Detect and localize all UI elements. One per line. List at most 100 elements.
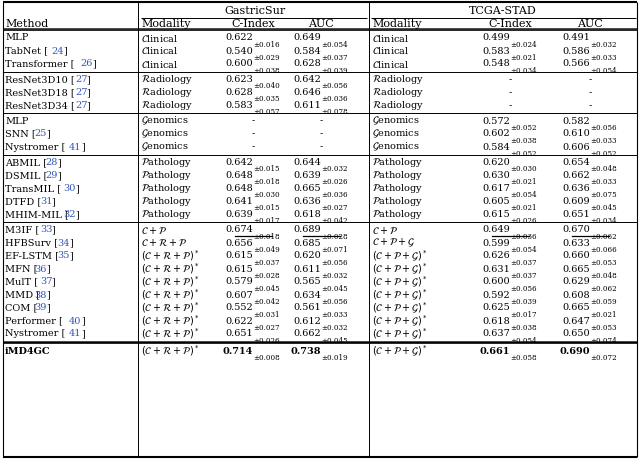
- Text: ±0.062: ±0.062: [590, 233, 616, 241]
- Text: $\mathcal{C}$linical: $\mathcal{C}$linical: [141, 45, 179, 56]
- Text: 0.662: 0.662: [293, 330, 321, 338]
- Text: Transformer [: Transformer [: [5, 60, 74, 68]
- Text: 0.600: 0.600: [483, 278, 510, 286]
- Text: 0.606: 0.606: [563, 142, 590, 151]
- Text: ±0.038: ±0.038: [253, 67, 280, 75]
- Text: Modality: Modality: [141, 19, 191, 29]
- Text: Modality: Modality: [372, 19, 422, 29]
- Text: ±0.021: ±0.021: [510, 204, 536, 213]
- Text: 0.690: 0.690: [559, 347, 590, 356]
- Text: ±0.038: ±0.038: [510, 324, 536, 332]
- Text: ]: ]: [52, 225, 56, 235]
- Text: ±0.075: ±0.075: [590, 191, 616, 199]
- Text: ±0.026: ±0.026: [510, 217, 536, 225]
- Text: 25: 25: [34, 129, 47, 139]
- Text: ±0.056: ±0.056: [321, 82, 348, 90]
- Text: ±0.028: ±0.028: [253, 272, 280, 280]
- Text: 0.612: 0.612: [293, 317, 321, 325]
- Text: 37: 37: [40, 278, 52, 286]
- Text: $\mathcal{G}$enomics: $\mathcal{G}$enomics: [141, 141, 189, 153]
- Text: 0.649: 0.649: [293, 34, 321, 43]
- Text: ±0.018: ±0.018: [253, 233, 280, 241]
- Text: ±0.033: ±0.033: [321, 311, 348, 319]
- Text: $\mathcal{C}$linical: $\mathcal{C}$linical: [141, 58, 179, 69]
- Text: 0.648: 0.648: [225, 184, 253, 193]
- Text: -: -: [508, 88, 511, 97]
- Text: -: -: [252, 117, 255, 125]
- Text: $\mathcal{R}$adiology: $\mathcal{R}$adiology: [141, 86, 193, 99]
- Text: 0.623: 0.623: [225, 75, 253, 84]
- Text: $\mathcal{C} + \mathcal{P}$: $\mathcal{C} + \mathcal{P}$: [372, 224, 398, 235]
- Text: $\mathcal{P}$athology: $\mathcal{P}$athology: [141, 169, 192, 182]
- Text: $(\mathcal{C} + \mathcal{P} + \mathcal{G})^*$: $(\mathcal{C} + \mathcal{P} + \mathcal{G…: [372, 301, 428, 315]
- Text: 0.610: 0.610: [563, 129, 590, 139]
- Text: 0.620: 0.620: [293, 252, 321, 261]
- Text: 0.618: 0.618: [293, 210, 321, 219]
- Text: 0.636: 0.636: [293, 197, 321, 206]
- Text: 0.647: 0.647: [562, 317, 590, 325]
- Text: ±0.039: ±0.039: [510, 298, 536, 306]
- Text: $\mathcal{P}$athology: $\mathcal{P}$athology: [141, 156, 192, 169]
- Text: ±0.038: ±0.038: [510, 137, 536, 145]
- Text: ±0.015: ±0.015: [253, 204, 280, 213]
- Text: $\mathcal{P}$athology: $\mathcal{P}$athology: [141, 182, 192, 195]
- Text: 0.552: 0.552: [225, 303, 253, 313]
- Text: C-Index: C-Index: [488, 19, 532, 29]
- Text: 0.650: 0.650: [563, 330, 590, 338]
- Text: ±0.033: ±0.033: [590, 137, 616, 145]
- Text: 31: 31: [40, 197, 52, 206]
- Text: $\mathcal{P}$athology: $\mathcal{P}$athology: [372, 195, 423, 208]
- Text: 0.633: 0.633: [562, 239, 590, 247]
- Text: 0.548: 0.548: [483, 60, 510, 68]
- Text: ResNet3D18 [: ResNet3D18 [: [5, 88, 75, 97]
- Text: ±0.030: ±0.030: [253, 191, 280, 199]
- Text: $\mathcal{G}$enomics: $\mathcal{G}$enomics: [372, 141, 420, 153]
- Text: 0.622: 0.622: [225, 34, 253, 43]
- Text: $(\mathcal{C} + \mathcal{R} + \mathcal{P})^*$: $(\mathcal{C} + \mathcal{R} + \mathcal{P…: [141, 327, 200, 341]
- Text: $(\mathcal{C} + \mathcal{R} + \mathcal{P})^*$: $(\mathcal{C} + \mathcal{R} + \mathcal{P…: [141, 301, 200, 315]
- Text: 0.561: 0.561: [293, 303, 321, 313]
- Text: 0.651: 0.651: [563, 210, 590, 219]
- Text: ]: ]: [93, 60, 96, 68]
- Text: $\mathcal{C}$linical: $\mathcal{C}$linical: [372, 58, 410, 69]
- Text: $(\mathcal{C} + \mathcal{P} + \mathcal{G})^*$: $(\mathcal{C} + \mathcal{P} + \mathcal{G…: [372, 274, 428, 290]
- Text: ±0.024: ±0.024: [510, 41, 536, 49]
- Text: MLP: MLP: [5, 117, 28, 125]
- Text: -: -: [319, 142, 323, 151]
- Text: $(\mathcal{C} + \mathcal{P} + \mathcal{G})^*$: $(\mathcal{C} + \mathcal{P} + \mathcal{G…: [372, 287, 428, 302]
- Text: ±0.030: ±0.030: [510, 165, 536, 174]
- Text: ±0.035: ±0.035: [253, 95, 280, 103]
- Text: 0.615: 0.615: [225, 264, 253, 274]
- Text: ±0.026: ±0.026: [253, 337, 280, 345]
- Text: ±0.042: ±0.042: [253, 298, 280, 306]
- Text: ±0.036: ±0.036: [321, 191, 348, 199]
- Text: ]: ]: [46, 264, 49, 274]
- Text: 40: 40: [69, 317, 81, 325]
- Text: ±0.032: ±0.032: [590, 41, 616, 49]
- Text: 0.499: 0.499: [483, 34, 510, 43]
- Text: 28: 28: [46, 158, 58, 167]
- Text: 0.714: 0.714: [223, 347, 253, 356]
- Text: 0.654: 0.654: [563, 158, 590, 167]
- Text: ±0.053: ±0.053: [590, 324, 616, 332]
- Text: ±0.071: ±0.071: [321, 246, 348, 254]
- Text: $(\mathcal{C} + \mathcal{R} + \mathcal{P})^*$: $(\mathcal{C} + \mathcal{R} + \mathcal{P…: [141, 262, 200, 276]
- Text: ±0.054: ±0.054: [510, 337, 536, 345]
- Text: ±0.036: ±0.036: [510, 233, 536, 241]
- Text: -: -: [319, 129, 323, 139]
- Text: ±0.066: ±0.066: [590, 246, 617, 254]
- Text: ±0.058: ±0.058: [510, 354, 536, 362]
- Text: 0.579: 0.579: [225, 278, 253, 286]
- Text: ±0.052: ±0.052: [590, 150, 616, 158]
- Text: 0.602: 0.602: [483, 129, 510, 139]
- Text: ±0.031: ±0.031: [253, 311, 280, 319]
- Text: $(\mathcal{C} + \mathcal{P} + \mathcal{G})^*$: $(\mathcal{C} + \mathcal{P} + \mathcal{G…: [372, 262, 428, 276]
- Text: 0.629: 0.629: [563, 278, 590, 286]
- Text: 0.566: 0.566: [563, 60, 590, 68]
- Text: ±0.015: ±0.015: [253, 165, 280, 174]
- Text: -: -: [508, 101, 511, 110]
- Text: MHIM-MIL [: MHIM-MIL [: [5, 210, 68, 219]
- Text: 27: 27: [75, 88, 88, 97]
- Text: 41: 41: [69, 330, 82, 338]
- Text: ]: ]: [69, 252, 73, 261]
